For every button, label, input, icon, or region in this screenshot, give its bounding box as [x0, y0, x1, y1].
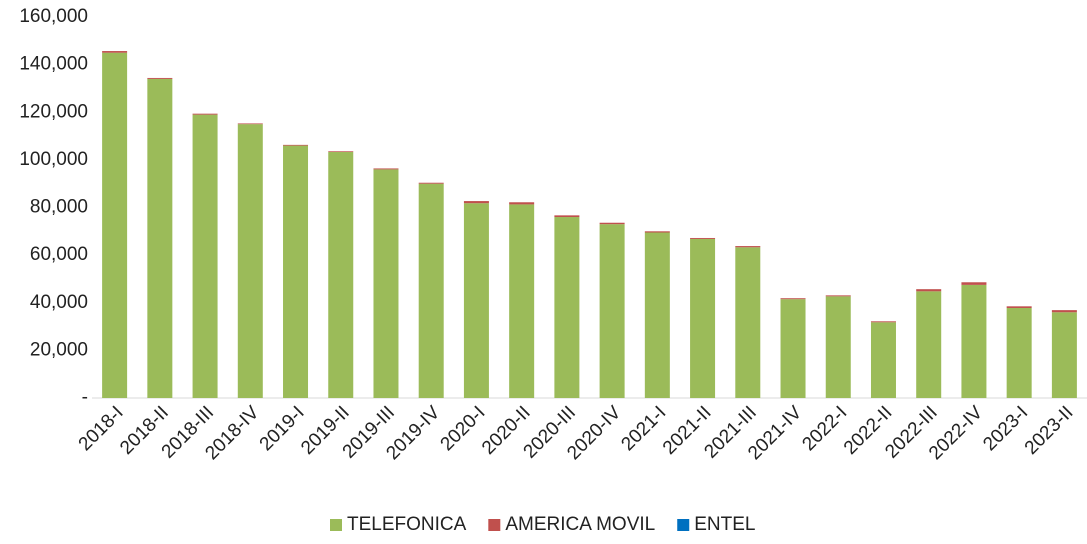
bar-segment — [147, 78, 173, 398]
bar-segment — [780, 299, 806, 398]
bar-segment — [1051, 312, 1077, 398]
x-tick-label: 2023-II — [1021, 402, 1078, 459]
bar-segment — [735, 247, 761, 398]
bar-segment — [961, 282, 987, 285]
bar-segment — [961, 284, 987, 398]
bar-segment — [373, 168, 399, 170]
y-tick-label: 140,000 — [19, 54, 88, 75]
y-tick-label: 40,000 — [30, 292, 88, 313]
bar-segment — [328, 152, 354, 398]
bar-segment — [328, 151, 354, 153]
bar-segment — [554, 217, 580, 398]
legend-swatch — [677, 519, 690, 531]
bar-segment — [463, 203, 489, 398]
bar-segment — [373, 169, 399, 398]
bar-segment — [599, 222, 625, 225]
bar-segment — [283, 144, 309, 146]
bar-segment — [916, 289, 942, 292]
legend-label: TELEFONICA — [347, 514, 467, 535]
bar-segment — [192, 114, 218, 398]
bar-segment — [735, 246, 761, 248]
bar-segment — [509, 204, 535, 398]
bar-segment — [780, 298, 806, 300]
y-tick-label: 160,000 — [19, 6, 88, 27]
bar-segment — [102, 51, 128, 53]
y-tick-label: 100,000 — [19, 149, 88, 170]
bar-segment — [102, 52, 128, 398]
bar-segment — [916, 291, 942, 398]
legend-swatch — [330, 519, 342, 531]
bar-segment — [192, 113, 218, 115]
y-tick-label: 80,000 — [30, 197, 88, 218]
bar-segment — [825, 295, 851, 297]
bar-segment — [644, 232, 670, 398]
bar-segment — [690, 237, 716, 239]
bar-segment — [1006, 307, 1032, 398]
bar-segment — [1006, 306, 1032, 308]
bar-segment — [509, 202, 535, 205]
legend-swatch — [488, 519, 501, 531]
bar-segment — [418, 182, 444, 184]
y-tick-label: 20,000 — [30, 339, 88, 360]
bar-segment — [644, 231, 670, 233]
bar-segment — [870, 321, 896, 323]
bar-segment — [1051, 310, 1077, 313]
y-tick-label: - — [82, 387, 88, 408]
y-tick-label: 60,000 — [30, 244, 88, 265]
bar-segment — [825, 296, 851, 398]
legend-label: AMERICA MOVIL — [505, 514, 655, 535]
bar-segment — [554, 215, 580, 218]
bar-segment — [599, 224, 625, 398]
y-tick-label: 120,000 — [19, 101, 88, 122]
bar-segment — [237, 124, 263, 398]
legend-label: ENTEL — [694, 514, 755, 535]
bar-segment — [463, 201, 489, 204]
bar-segment — [283, 145, 309, 398]
bar-segment — [237, 123, 263, 125]
bar-segment — [870, 322, 896, 398]
bar-segment — [147, 77, 173, 79]
bar-segment — [418, 183, 444, 398]
bar-segment — [690, 238, 716, 398]
